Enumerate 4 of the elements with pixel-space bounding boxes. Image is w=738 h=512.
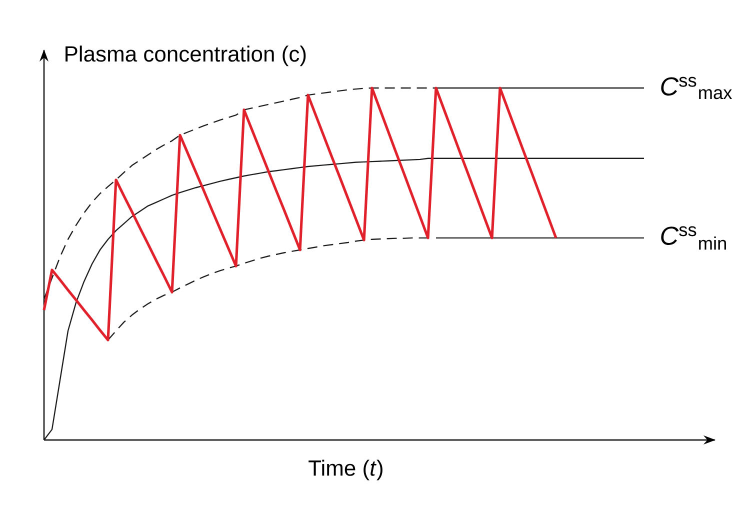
y-axis-title: Plasma concentration (c) <box>66 46 306 66</box>
x-axis-title: Time (t) <box>308 460 382 480</box>
series-label: C$^{ss}$max <box>661 76 732 100</box>
series-label: C$^{ss}$min <box>661 226 726 250</box>
